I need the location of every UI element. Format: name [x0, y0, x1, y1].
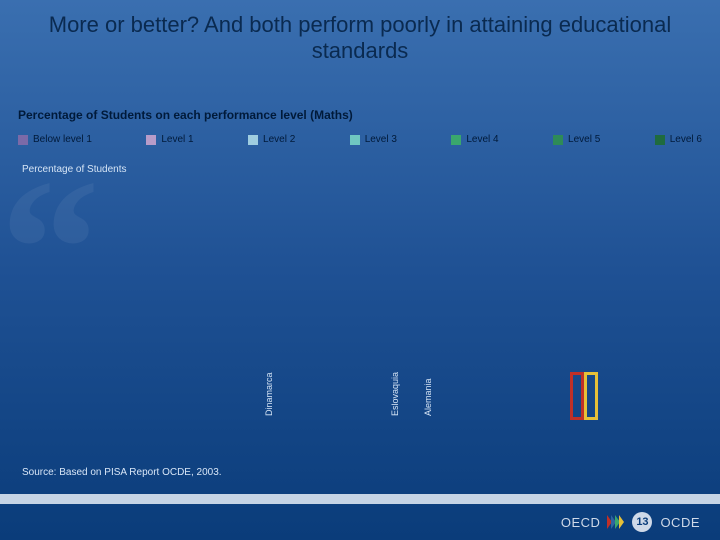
legend-label: Level 1: [161, 134, 193, 145]
x-axis-label: Dinamarca: [264, 372, 274, 416]
legend-item: Level 3: [350, 134, 397, 145]
logo-text-left: OECD: [561, 515, 601, 530]
decorative-box: [584, 372, 598, 420]
legend-label: Level 2: [263, 134, 295, 145]
chevron-icon: [608, 515, 624, 529]
legend-swatch: [248, 135, 258, 145]
legend-item: Level 6: [655, 134, 702, 145]
chart-area: Dinamarca Eslovaquia Alemania: [40, 180, 700, 420]
legend-label: Level 5: [568, 134, 600, 145]
legend-item: Level 5: [553, 134, 600, 145]
legend-label: Below level 1: [33, 134, 92, 145]
legend: Below level 1 Level 1 Level 2 Level 3 Level …: [18, 134, 702, 145]
legend-swatch: [350, 135, 360, 145]
footer: OECD 13 OCDE: [561, 512, 700, 532]
legend-swatch: [553, 135, 563, 145]
footer-band: [0, 494, 720, 504]
legend-item: Level 2: [248, 134, 295, 145]
logo-text-right: OCDE: [660, 515, 700, 530]
x-axis-label: Eslovaquia: [390, 372, 400, 416]
legend-swatch: [146, 135, 156, 145]
legend-item: Level 4: [451, 134, 498, 145]
page-number: 13: [632, 512, 652, 532]
source-note: Source: Based on PISA Report OCDE, 2003.: [22, 467, 222, 478]
legend-label: Level 3: [365, 134, 397, 145]
legend-swatch: [451, 135, 461, 145]
decorative-box: [570, 372, 584, 420]
oecd-logo-right: OCDE: [660, 515, 700, 530]
legend-label: Level 4: [466, 134, 498, 145]
slide-title: More or better? And both perform poorly …: [20, 12, 700, 65]
legend-item: Level 1: [146, 134, 193, 145]
x-axis-label: Alemania: [423, 378, 433, 416]
legend-item: Below level 1: [18, 134, 92, 145]
chevron: [619, 515, 624, 529]
legend-swatch: [18, 135, 28, 145]
y-axis-label: Percentage of Students: [22, 164, 127, 175]
oecd-logo-left: OECD: [561, 515, 601, 530]
legend-swatch: [655, 135, 665, 145]
chart-subtitle: Percentage of Students on each performan…: [18, 108, 353, 122]
legend-label: Level 6: [670, 134, 702, 145]
slide: More or better? And both perform poorly …: [0, 0, 720, 540]
